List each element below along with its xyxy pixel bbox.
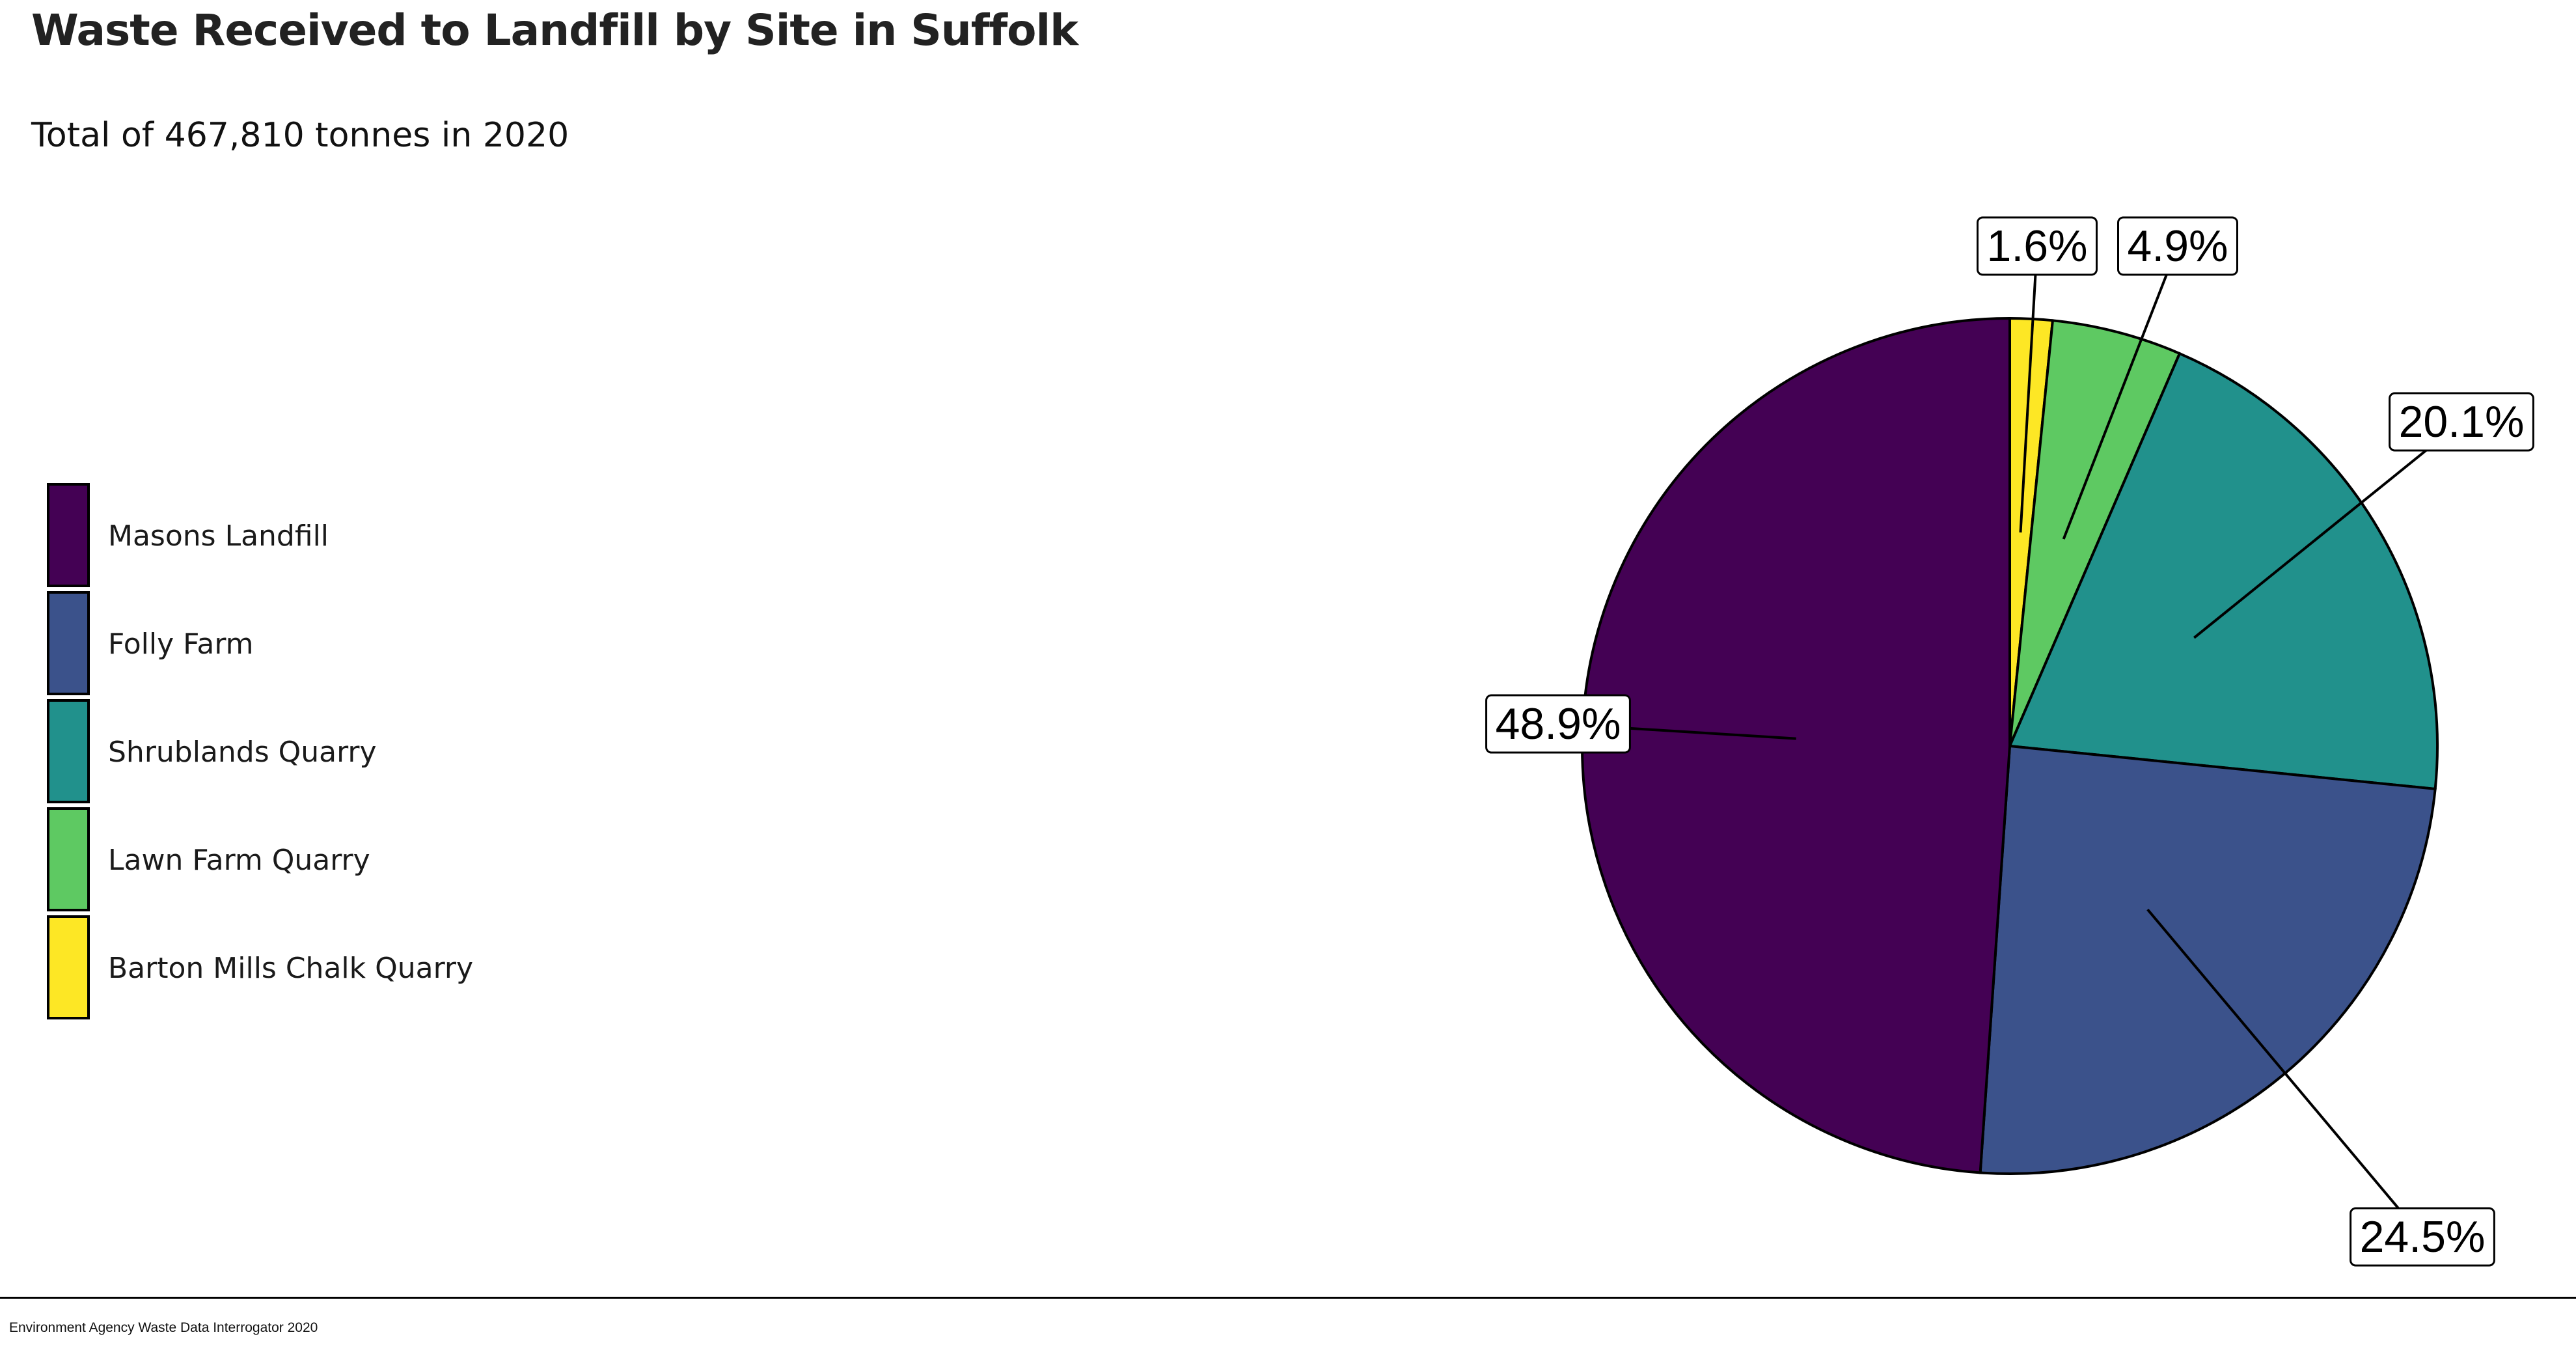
slice-percent-label: 1.6% [1987,221,2088,271]
pie-slice-lawn-farm-quarry [2008,319,2182,747]
slice-percent-label: 20.1% [2399,397,2525,447]
legend-label: Barton Mills Chalk Quarry [108,952,474,985]
chart-title: Waste Received to Landfill by Site in Su… [31,5,1078,55]
pie-slices [1581,316,2439,1175]
slice-percent-label: 48.9% [1496,699,1621,749]
legend-swatch [47,483,90,587]
pie-chart: 1.6% 4.9% 20.1% 24.5% 48.9% [1485,216,2534,1267]
footer-divider [0,1297,2576,1299]
legend-label: Masons Landfill [108,519,329,553]
slice-label-box [1977,216,2098,276]
source-caption: Environment Agency Waste Data Interrogat… [9,1320,318,1335]
chart-subtitle: Total of 467,810 tonnes in 2020 [31,116,569,155]
legend-label: Shrublands Quarry [108,736,377,769]
pie-slice-folly-farm [1979,744,2437,1175]
legend-swatch [47,591,90,695]
slice-label-box [2117,216,2238,276]
leader-line [2019,245,2038,533]
pie-slice-shrublands-quarry [2008,352,2439,791]
legend-swatch [47,807,90,911]
leader-line [2146,908,2424,1238]
legend-label: Folly Farm [108,628,254,661]
leader-line [2193,421,2463,639]
slice-label-box [2389,392,2534,452]
slice-percent-label: 4.9% [2128,221,2228,271]
pie-labels: 1.6% 4.9% 20.1% 24.5% 48.9% [1485,216,2534,1267]
pie-slice-masons-landfill [1581,316,2011,1174]
legend-label: Lawn Farm Quarry [108,844,370,877]
slice-label-box [2350,1207,2495,1267]
slice-label-box [1485,694,1631,754]
slice-percent-label: 24.5% [2360,1212,2486,1262]
legend-swatch [47,915,90,1019]
leader-line [2062,245,2179,540]
legend-swatch [47,699,90,803]
